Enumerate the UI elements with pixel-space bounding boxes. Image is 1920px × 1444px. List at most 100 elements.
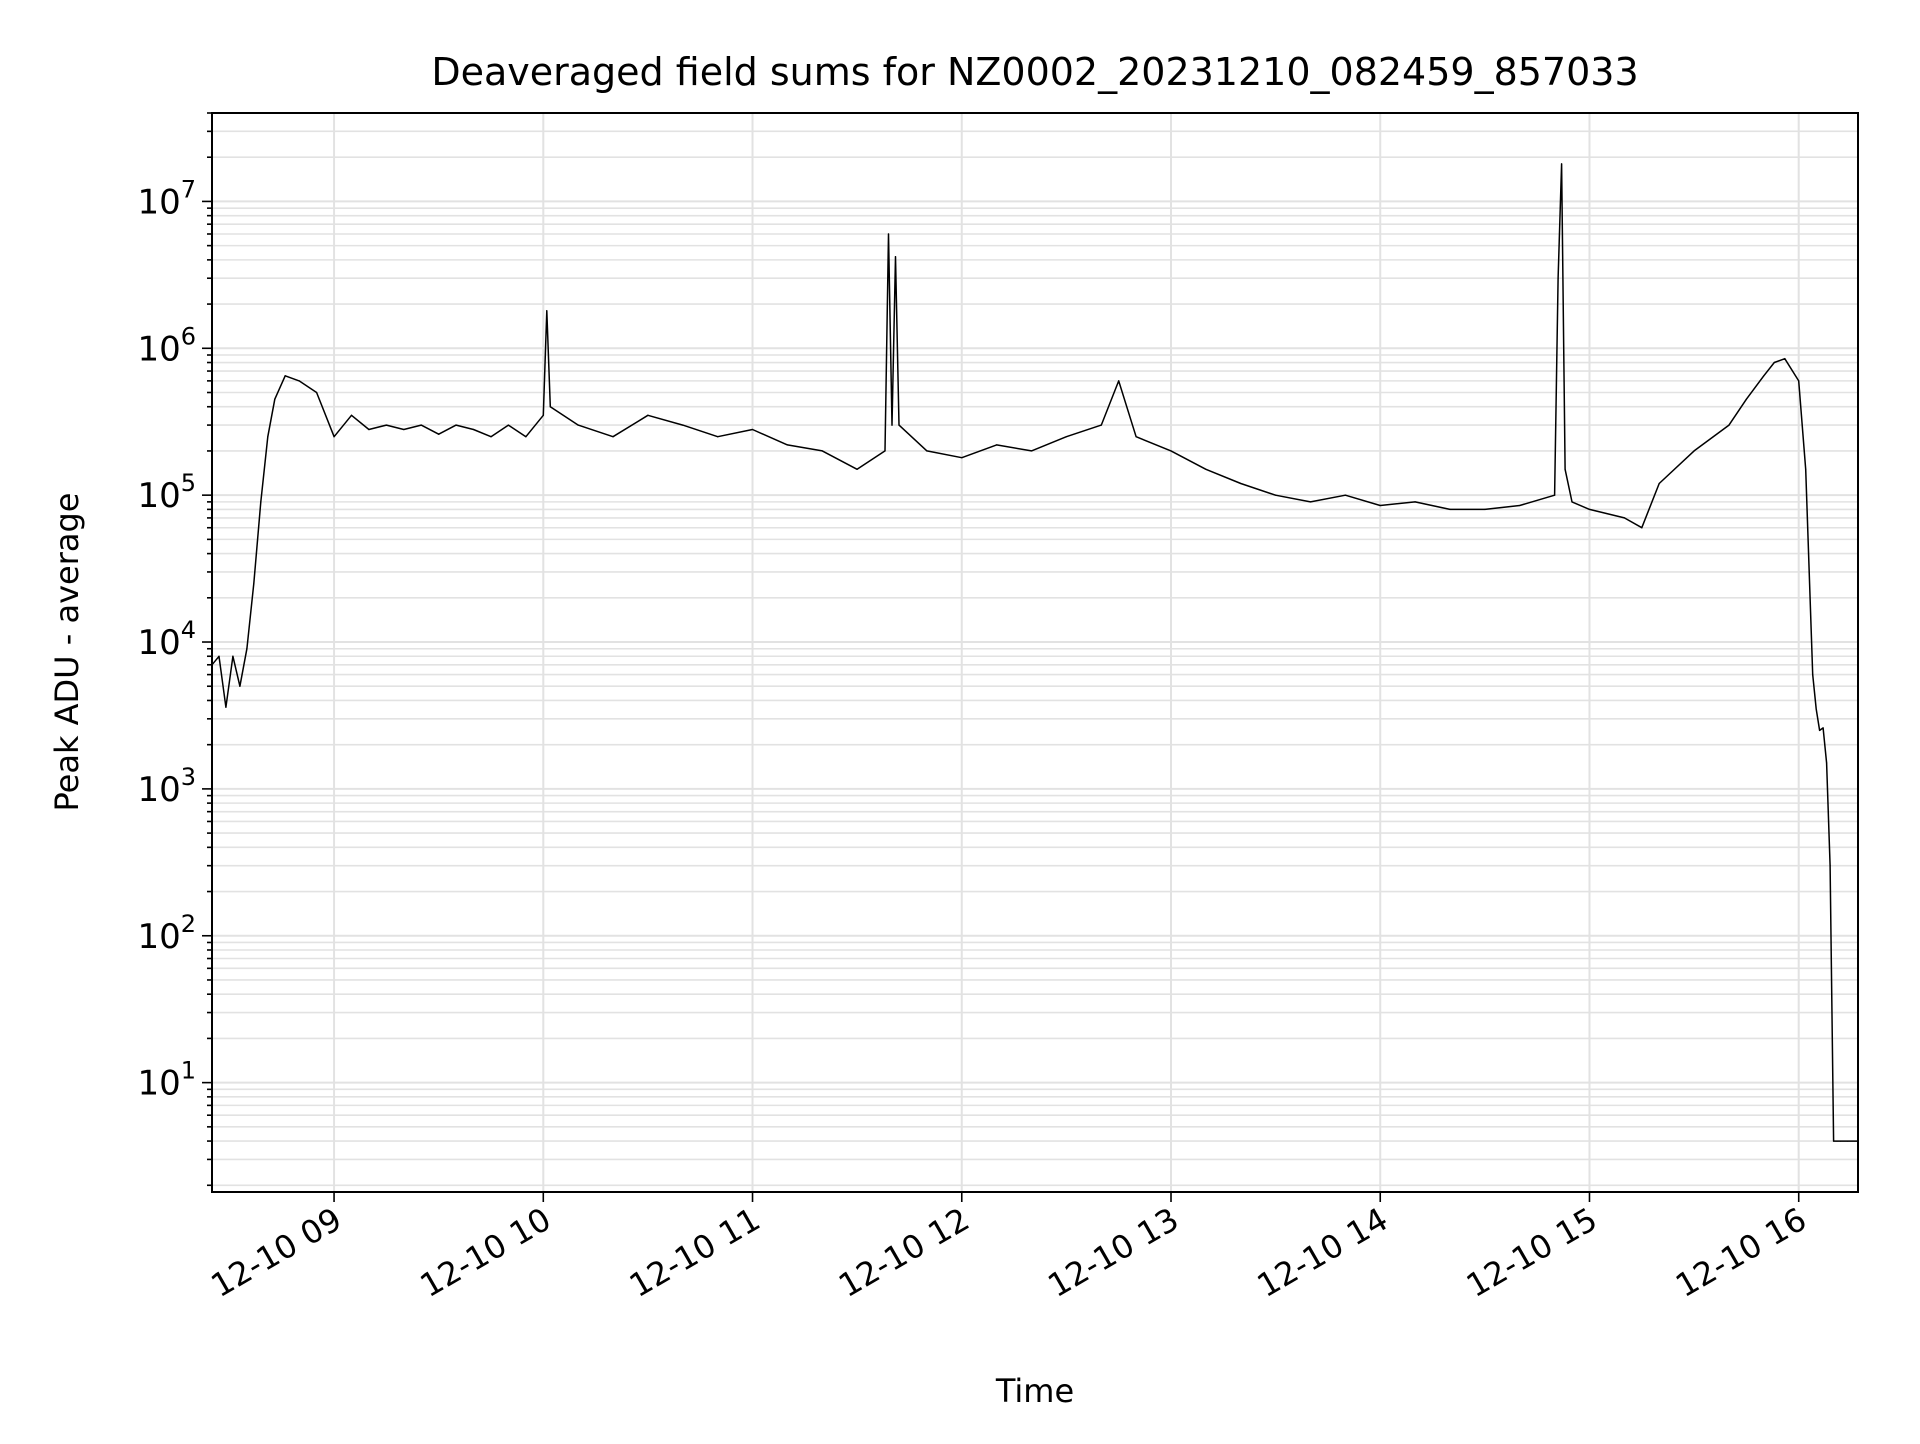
y-tick-exponent: 1 <box>181 1057 196 1085</box>
data-point <box>438 433 440 435</box>
data-point <box>1309 501 1312 503</box>
data-point <box>1829 865 1831 867</box>
data-point <box>1484 508 1486 510</box>
data-point <box>1560 163 1563 165</box>
data-point <box>1805 468 1807 470</box>
data-point <box>1170 450 1172 452</box>
data-point <box>1815 708 1817 710</box>
data-point <box>455 424 457 426</box>
data-point <box>1693 450 1695 452</box>
data-point <box>472 428 475 431</box>
data-point <box>420 424 422 426</box>
data-point <box>1728 424 1730 426</box>
y-tick-exponent: 5 <box>181 469 196 497</box>
data-point <box>1836 1140 1838 1142</box>
data-point <box>1118 380 1120 382</box>
y-tick-exponent: 2 <box>181 910 196 938</box>
data-point <box>1773 361 1775 364</box>
y-tick-exponent: 3 <box>181 763 196 791</box>
series-layer <box>211 163 1859 1142</box>
data-point <box>218 655 220 657</box>
y-tick-base: 10 <box>137 623 180 663</box>
data-point <box>549 406 551 408</box>
data-point <box>1784 358 1786 360</box>
data-point <box>612 436 614 438</box>
data-point <box>1812 674 1814 676</box>
y-tick-label: 105 <box>137 469 196 516</box>
data-point <box>239 685 241 687</box>
data-point <box>996 444 998 446</box>
y-tick-label: 101 <box>137 1057 196 1104</box>
data-point <box>1641 527 1643 529</box>
data-point <box>1554 494 1556 496</box>
data-point <box>1557 277 1559 279</box>
data-point <box>1846 1140 1849 1142</box>
y-tick-exponent: 7 <box>181 175 196 203</box>
data-point <box>1240 482 1242 485</box>
data-point <box>1135 436 1137 438</box>
data-point <box>884 450 886 452</box>
data-point <box>1798 380 1800 382</box>
data-point <box>1449 508 1451 510</box>
data-point <box>1826 762 1828 764</box>
data-point <box>1564 468 1566 470</box>
y-tick-base: 10 <box>137 917 180 957</box>
data-point <box>1763 375 1765 377</box>
data-point <box>891 424 893 426</box>
data-point <box>682 424 684 426</box>
data-point <box>1819 729 1821 732</box>
data-point <box>1658 482 1660 485</box>
data-point <box>786 444 789 446</box>
data-point <box>260 501 262 503</box>
data-point <box>1822 727 1824 729</box>
y-tick-label: 104 <box>137 616 196 663</box>
data-point <box>1100 424 1102 426</box>
data-point <box>385 424 387 426</box>
data-point <box>1745 398 1748 400</box>
data-point <box>490 436 492 438</box>
data-point <box>253 582 255 585</box>
data-point <box>821 450 823 452</box>
y-tick-label: 106 <box>137 322 196 369</box>
data-point <box>1275 494 1277 496</box>
x-axis-label: Time <box>995 1372 1074 1410</box>
data-point <box>856 468 858 470</box>
y-tick-base: 10 <box>137 770 180 810</box>
data-point <box>316 391 318 394</box>
data-point <box>751 428 754 431</box>
data-point <box>1832 1140 1835 1142</box>
data-point <box>246 648 248 650</box>
data-point <box>546 310 548 312</box>
data-point <box>1519 504 1521 507</box>
data-point <box>403 428 405 431</box>
data-point <box>1379 504 1381 507</box>
data-point <box>232 655 234 657</box>
data-point <box>647 414 649 416</box>
data-point <box>926 450 928 452</box>
data-point <box>1839 1140 1842 1142</box>
data-point <box>1623 517 1625 519</box>
data-point <box>887 233 890 235</box>
data-point <box>1030 450 1033 452</box>
data-point <box>894 256 897 258</box>
data-point <box>333 436 335 438</box>
y-tick-base: 10 <box>137 476 180 516</box>
data-point <box>298 380 300 382</box>
y-tick-base: 10 <box>137 1064 180 1104</box>
data-point <box>1571 501 1573 503</box>
data-point <box>1344 494 1346 496</box>
data-point <box>577 424 579 426</box>
data-point <box>350 414 353 416</box>
data-point <box>267 436 269 438</box>
data-point <box>284 375 286 377</box>
data-point <box>274 398 276 400</box>
data-point <box>1588 508 1591 510</box>
data-point <box>542 414 544 416</box>
data-point <box>368 428 370 431</box>
y-tick-label: 102 <box>137 910 196 957</box>
data-point <box>1414 501 1416 503</box>
